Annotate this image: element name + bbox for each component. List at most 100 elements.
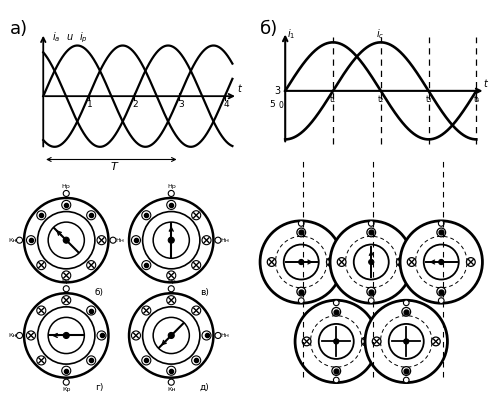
Text: t₄: t₄: [474, 94, 480, 104]
Circle shape: [367, 228, 376, 237]
Circle shape: [62, 366, 71, 375]
Text: Кн: Кн: [8, 333, 17, 338]
Circle shape: [192, 211, 200, 220]
Circle shape: [168, 332, 174, 339]
Circle shape: [215, 332, 221, 339]
Circle shape: [438, 221, 444, 226]
Circle shape: [142, 307, 200, 364]
Text: t₂: t₂: [378, 94, 384, 104]
Circle shape: [192, 306, 200, 315]
Circle shape: [326, 258, 335, 266]
Circle shape: [153, 222, 190, 258]
Circle shape: [297, 287, 306, 296]
Text: а): а): [10, 20, 28, 38]
Circle shape: [86, 260, 96, 270]
Circle shape: [26, 331, 36, 340]
Circle shape: [367, 287, 376, 296]
Circle shape: [16, 332, 22, 339]
Text: Нн: Нн: [220, 238, 230, 243]
Circle shape: [129, 198, 214, 282]
Circle shape: [402, 307, 410, 316]
Circle shape: [368, 298, 374, 303]
Circle shape: [26, 236, 36, 245]
Circle shape: [424, 245, 459, 279]
Text: t₃: t₃: [426, 94, 432, 104]
Circle shape: [38, 307, 95, 364]
Circle shape: [37, 356, 46, 365]
Text: Нр: Нр: [167, 279, 175, 284]
Text: Кн: Кн: [167, 387, 175, 391]
Circle shape: [142, 212, 200, 269]
Circle shape: [438, 260, 444, 264]
Circle shape: [37, 260, 46, 270]
Circle shape: [368, 260, 374, 264]
Circle shape: [338, 258, 346, 266]
Ellipse shape: [260, 221, 342, 303]
Circle shape: [334, 300, 339, 306]
Circle shape: [302, 337, 311, 346]
Circle shape: [389, 324, 424, 359]
Ellipse shape: [400, 221, 482, 303]
Text: в): в): [200, 288, 209, 297]
Text: $i_c$: $i_c$: [376, 27, 384, 41]
Text: Нн: Нн: [220, 333, 230, 338]
Text: $T$: $T$: [110, 160, 119, 172]
Circle shape: [168, 191, 174, 197]
Text: $i_p$: $i_p$: [79, 31, 88, 45]
Text: Нр: Нр: [167, 184, 175, 189]
Circle shape: [63, 379, 70, 385]
Circle shape: [62, 271, 71, 280]
Circle shape: [298, 260, 304, 264]
Circle shape: [334, 339, 339, 344]
Circle shape: [37, 306, 46, 315]
Circle shape: [168, 379, 174, 385]
Ellipse shape: [330, 221, 412, 303]
Text: Нр: Нр: [62, 184, 70, 189]
Circle shape: [354, 245, 389, 279]
Text: 3: 3: [274, 86, 280, 96]
Circle shape: [298, 221, 304, 226]
Circle shape: [402, 367, 410, 376]
Circle shape: [86, 306, 96, 315]
Circle shape: [63, 286, 70, 292]
Circle shape: [404, 377, 409, 383]
Circle shape: [38, 212, 95, 269]
Text: б): б): [260, 20, 278, 38]
Text: Кн: Кн: [8, 238, 17, 243]
Circle shape: [332, 307, 340, 316]
Circle shape: [132, 236, 140, 245]
Circle shape: [168, 237, 174, 243]
Circle shape: [62, 200, 71, 210]
Circle shape: [63, 237, 70, 243]
Circle shape: [16, 237, 22, 243]
Circle shape: [63, 191, 70, 197]
Circle shape: [168, 286, 174, 292]
Text: 2: 2: [132, 100, 138, 109]
Circle shape: [166, 296, 176, 305]
Circle shape: [110, 237, 116, 243]
Circle shape: [153, 317, 190, 354]
Text: $t$: $t$: [483, 77, 489, 89]
Circle shape: [202, 236, 211, 245]
Text: 3: 3: [178, 100, 184, 109]
Circle shape: [86, 211, 96, 220]
Circle shape: [437, 287, 446, 296]
Circle shape: [192, 356, 200, 365]
Text: t: t: [475, 94, 478, 104]
Circle shape: [284, 245, 319, 279]
Circle shape: [48, 222, 84, 258]
Text: 0: 0: [279, 100, 283, 110]
Circle shape: [142, 306, 151, 315]
Circle shape: [24, 293, 108, 378]
Circle shape: [129, 293, 214, 378]
Circle shape: [437, 228, 446, 237]
Circle shape: [298, 298, 304, 303]
Circle shape: [97, 236, 106, 245]
Circle shape: [334, 377, 339, 383]
Circle shape: [63, 332, 70, 339]
Text: $t$: $t$: [236, 82, 243, 94]
Circle shape: [372, 337, 381, 346]
Circle shape: [268, 258, 276, 266]
Text: б): б): [95, 288, 104, 297]
Circle shape: [297, 228, 306, 237]
